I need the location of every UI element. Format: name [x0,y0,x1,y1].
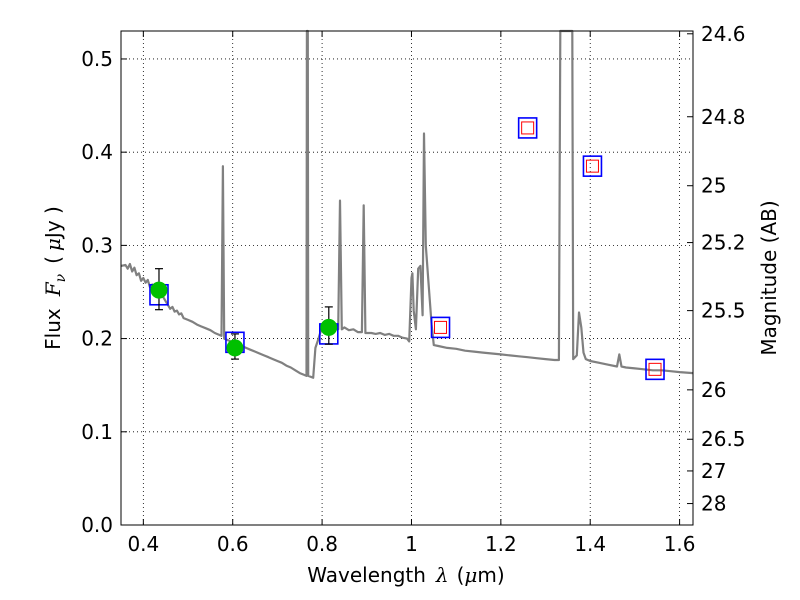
x-axis-label: Wavelength λ (μm) [307,563,504,587]
x-tick-label: 0.6 [217,532,249,556]
upper-limit-marker [434,320,448,334]
model-flux-box [582,155,603,177]
upper-limit-marker [521,121,535,135]
y-tick-label: 0.2 [81,327,113,351]
x-tick-label: 1 [405,532,418,556]
y-tick-label: 0.5 [81,47,113,71]
upper-limit-marker [585,159,599,173]
model-flux-box [645,358,665,381]
magnitude-tick-label: 24.8 [701,105,746,129]
x-tick-label: 1.2 [485,532,517,556]
x-axis: 0.4 0.6 0.8 1 1.2 1.4 1.6 [127,31,696,556]
observed-flux-point [320,318,338,336]
spectrum-layer [120,29,694,379]
y-tick-label: 0.3 [81,233,113,257]
x-tick-label: 0.4 [127,532,159,556]
upper-limit-marker [648,362,662,376]
magnitude-tick-label: 24.6 [701,22,746,46]
grid-lines [121,31,693,526]
magnitude-tick-label: 28 [701,492,726,516]
magnitude-tick-label: 25 [701,174,726,198]
y-tick-label: 0.4 [81,140,113,164]
magnitude-tick-label: 27 [701,459,726,483]
model-flux-box [430,316,451,339]
magnitude-tick-label: 25.5 [701,299,746,323]
y-axis-label: FluxFν(μJy ) [41,206,69,350]
x-tick-label: 0.8 [306,532,338,556]
plot-frame [120,30,694,526]
photometry-layer [149,117,665,381]
observed-flux-point [226,339,244,357]
observed-flux-point [150,281,168,299]
x-tick-label: 1.6 [664,532,696,556]
magnitude-tick-label: 26 [701,378,726,402]
y-tick-label: 0.0 [81,513,113,537]
spectrum-line [120,29,694,379]
magnitude-tick-label: 25.2 [701,231,746,255]
x-tick-label: 1.4 [574,532,606,556]
model-flux-box [517,117,538,139]
right-axis-label: Magnitude (AB) [757,200,781,355]
y-tick-label: 0.1 [81,420,113,444]
right-magnitude-axis: 24.6 24.8 25 25.2 25.5 26 26.5 27 28 [687,22,746,516]
y-axis: 0.0 0.1 0.2 0.3 0.4 0.5 [81,47,127,537]
magnitude-tick-label: 26.5 [701,427,746,451]
